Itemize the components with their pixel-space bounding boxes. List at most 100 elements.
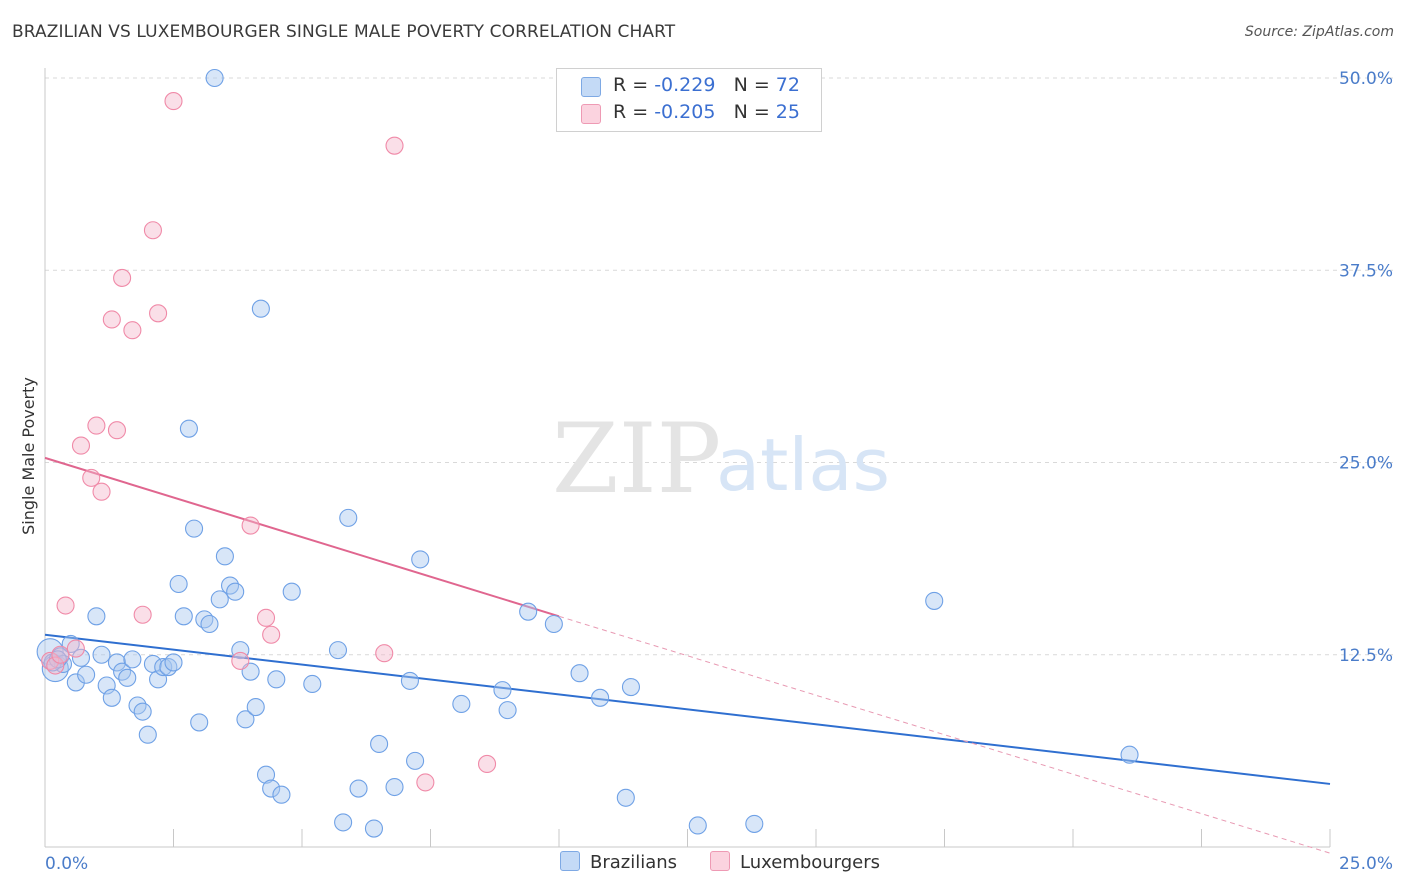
luxembourger-point [92,482,111,501]
brazilian-point [138,725,157,744]
brazilian-point [185,519,204,538]
legend-r-label: R = [613,74,655,96]
brazilian-point [226,582,245,601]
brazilian-point [77,665,96,684]
brazilian-point [92,645,111,664]
y-tick-labels: 12.5% 25.0% 37.5% 50.0% [1339,69,1393,666]
brazilian-point [164,653,183,672]
brazilian-trend-line [44,633,1331,785]
brazilian-point [236,710,255,729]
brazilian-point [66,673,85,692]
bottom-legend-swatch-luxembourgers [710,851,730,871]
watermark-zip: ZIP [552,403,721,515]
brazilian-point [498,701,517,720]
legend-r-value: -0.205 [654,101,716,123]
legend-n-label: N = [733,74,776,96]
luxembourger-point [256,608,276,627]
brazilian-point [215,547,234,566]
source-label: Source: ZipAtlas.com [1244,24,1394,40]
brazilian-point [272,785,291,804]
legend-r-label: R = [613,101,655,123]
luxembourger-point [375,644,394,663]
luxembourger-point [82,468,101,487]
y-tick-label: 50.0% [1339,69,1393,89]
luxembourger-point [241,516,260,535]
luxembourger-point [133,605,152,624]
brazilian-point [251,299,270,318]
brazilian-point [452,694,471,714]
luxembourger-point [416,773,435,792]
brazilian-point [71,648,91,667]
y-tick-label: 37.5% [1339,261,1393,281]
axes [44,68,1331,848]
y-tick-label: 12.5% [1339,646,1393,666]
luxembourger-trend-extension [558,615,1331,854]
x-tick-label: 25.0% [1339,854,1393,874]
brazilian-point [174,607,193,626]
brazilian-point [339,508,358,527]
brazilian-point [334,813,353,832]
brazilian-point [616,788,635,807]
brazilian-point [179,419,198,438]
brazilian-point [87,607,106,626]
brazilian-point [1120,745,1139,764]
luxembourger-point [477,754,497,773]
correlation-legend: R = -0.229 N = 72 R = -0.205 N = 25 [556,68,822,132]
luxembourger-point [231,651,250,670]
brazilian-point [133,702,152,721]
brazilian-point [688,816,707,835]
legend-n-value: 25 [775,101,800,123]
legend-swatch-brazilians [581,77,601,97]
legend-n-label: N = [733,101,776,123]
luxembourger-point [51,645,70,664]
data-points [36,68,1139,838]
trend-lines [44,456,1331,854]
y-tick-label: 25.0% [1339,454,1393,474]
luxembourger-point [143,221,162,240]
luxembourger-point [71,436,91,455]
brazilian-point [925,591,944,610]
brazilian-point [328,641,348,660]
brazilian-point [210,590,229,609]
luxembourger-point [149,304,168,323]
chart-title: BRAZILIAN VS LUXEMBOURGER SINGLE MALE PO… [12,22,676,42]
brazilian-point [246,697,265,717]
legend-n-value: 72 [775,74,800,96]
brazilian-point [370,734,389,754]
brazilian-point [267,670,286,689]
brazilian-point [385,777,404,797]
brazilian-point [102,688,121,707]
brazilian-point [154,658,173,677]
brazilian-point [400,671,419,690]
brazilian-point [406,751,425,770]
brazilian-point [200,614,219,634]
x-tick-labels: 0.0% 25.0% [45,854,1393,874]
luxembourger-point [87,416,106,435]
watermark-atlas: atlas [716,423,890,507]
bottom-legend-label: Luxembourgers [740,852,881,873]
luxembourger-point [385,136,404,155]
brazilian-point [411,550,430,569]
brazilian-point [591,688,610,707]
brazilian-point [169,574,188,594]
brazilian-point [570,664,589,683]
brazilian-point [231,641,250,660]
legend-r-value: -0.229 [654,74,716,96]
x-tick-label: 0.0% [45,854,88,874]
luxembourger-point [56,596,75,615]
y-axis-label: Single Male Poverty [19,377,38,535]
watermark: ZIP atlas [552,403,890,515]
grid-lines [45,77,1395,656]
luxembourger-point [102,310,121,329]
bottom-legend-luxembourgers: Luxembourgers [710,851,880,873]
bottom-legend-label: Brazilians [590,852,678,873]
brazilian-point [123,650,142,669]
brazilian-point [621,677,641,697]
luxembourger-point [66,639,85,658]
brazilian-point [262,779,281,798]
brazilian-point [282,582,301,601]
brazilian-point [493,681,512,700]
legend-swatch-luxembourgers [581,104,601,124]
brazilian-point [349,779,368,798]
